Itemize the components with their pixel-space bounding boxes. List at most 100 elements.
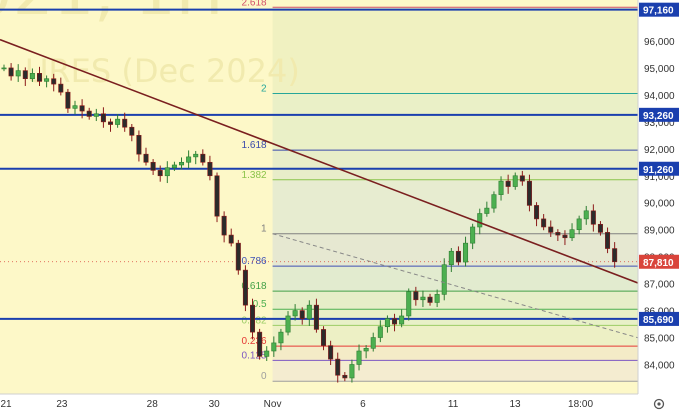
candle-body xyxy=(100,113,106,123)
settings-gear-icon[interactable] xyxy=(653,398,665,410)
fib-band xyxy=(272,179,638,234)
candle-body xyxy=(86,110,92,117)
fib-level-label: 0.786 xyxy=(242,256,267,267)
candle-body xyxy=(8,67,14,77)
fib-band xyxy=(272,325,638,347)
candle-body xyxy=(200,153,206,163)
candle-body xyxy=(569,229,575,239)
candle-body xyxy=(313,304,319,330)
candle-body xyxy=(1,67,7,70)
candle-body xyxy=(136,135,142,155)
candle-body xyxy=(278,331,284,344)
time-tick-label: 18:00 xyxy=(568,399,593,410)
price-axis-badges: 97,160 93,260 91,260 85,690 87,810 xyxy=(639,2,679,326)
candle-body xyxy=(235,242,241,271)
candle-body xyxy=(555,232,561,236)
candle-body xyxy=(576,218,582,230)
price-tick-label: 85,000 xyxy=(644,334,675,345)
price-tick-label: 96,000 xyxy=(644,37,675,48)
candle-body xyxy=(164,167,170,177)
price-level-badge-bg xyxy=(639,107,679,122)
candle-body xyxy=(79,105,85,112)
candle-body xyxy=(193,153,199,158)
fib-band xyxy=(272,7,638,94)
candle-body xyxy=(455,250,461,263)
candle-body xyxy=(115,118,121,125)
price-level-badge-bg xyxy=(639,311,679,326)
price-tick-label: 89,000 xyxy=(644,226,675,237)
price-tick-label: 90,000 xyxy=(644,199,675,210)
candle-body xyxy=(122,118,128,128)
candle-body xyxy=(484,207,490,214)
candle-body xyxy=(392,318,398,325)
trendlines[interactable] xyxy=(0,38,639,339)
fib-level-label: 0 xyxy=(261,371,267,382)
candle-body xyxy=(250,304,256,333)
price-axis[interactable] xyxy=(638,0,680,394)
horizontal-levels[interactable] xyxy=(0,8,638,320)
candle-body xyxy=(44,78,50,82)
candle-body xyxy=(463,242,469,263)
current-price-badge: 87,810 xyxy=(643,258,674,269)
candle-body xyxy=(51,78,57,85)
time-tick-label: Nov xyxy=(264,399,282,410)
candle-body xyxy=(420,296,426,301)
candle-body xyxy=(299,310,305,319)
candle-body xyxy=(612,248,618,263)
price-level-badge: 91,260 xyxy=(643,165,674,176)
candle-body xyxy=(534,205,540,220)
candle-body xyxy=(597,223,603,233)
candle-body xyxy=(257,331,263,357)
fib-band xyxy=(272,309,638,326)
candle-body xyxy=(498,180,504,195)
candle-body xyxy=(214,175,220,217)
fib-band xyxy=(272,346,638,361)
fib-level-label: 2 xyxy=(261,84,267,95)
price-tick-label: 91,000 xyxy=(644,172,675,183)
candle-body xyxy=(363,348,369,352)
watermark-name: URES (Dec 2024) xyxy=(25,52,300,90)
time-tick-label: 13 xyxy=(510,399,522,410)
candle-body xyxy=(505,180,511,187)
candle-body xyxy=(477,213,483,228)
fib-band xyxy=(272,150,638,180)
candle-body xyxy=(129,126,135,136)
candle-body xyxy=(150,161,156,171)
candle-body xyxy=(306,304,312,319)
time-tick-label: 28 xyxy=(147,399,159,410)
downtrend-line[interactable] xyxy=(0,38,639,284)
time-tick-label: 30 xyxy=(209,399,221,410)
candle-body xyxy=(22,70,28,80)
candle-body xyxy=(285,315,291,333)
candle-body xyxy=(328,345,334,360)
candle-body xyxy=(228,234,234,244)
time-axis[interactable] xyxy=(0,394,680,414)
fib-level-label: 0.5 xyxy=(253,299,267,310)
candle-body xyxy=(548,226,554,233)
candle-body xyxy=(349,364,355,379)
fib-band xyxy=(272,291,638,310)
candle-body xyxy=(541,218,547,228)
candle-body xyxy=(470,226,476,244)
candle-body xyxy=(171,164,177,168)
time-tick-label: 6 xyxy=(360,399,366,410)
fibonacci-zone xyxy=(272,7,638,382)
price-tick-label: 94,000 xyxy=(644,91,675,102)
candle-body xyxy=(427,296,433,303)
price-tick-label: 93,000 xyxy=(644,118,675,129)
candle-body xyxy=(157,170,163,177)
time-tick-label: 23 xyxy=(56,399,68,410)
candle-body xyxy=(65,91,71,109)
candle-body xyxy=(335,358,341,376)
fib-level-label: 0.236 xyxy=(242,336,267,347)
dashed-trend-line[interactable] xyxy=(272,233,639,339)
candle-body xyxy=(441,264,447,295)
candle-body xyxy=(526,180,532,206)
candle-body xyxy=(242,269,248,306)
fib-band xyxy=(272,93,638,151)
candle-body xyxy=(58,83,64,93)
candle-body xyxy=(93,113,99,117)
candle-body xyxy=(377,326,383,338)
candle-body xyxy=(143,153,149,163)
